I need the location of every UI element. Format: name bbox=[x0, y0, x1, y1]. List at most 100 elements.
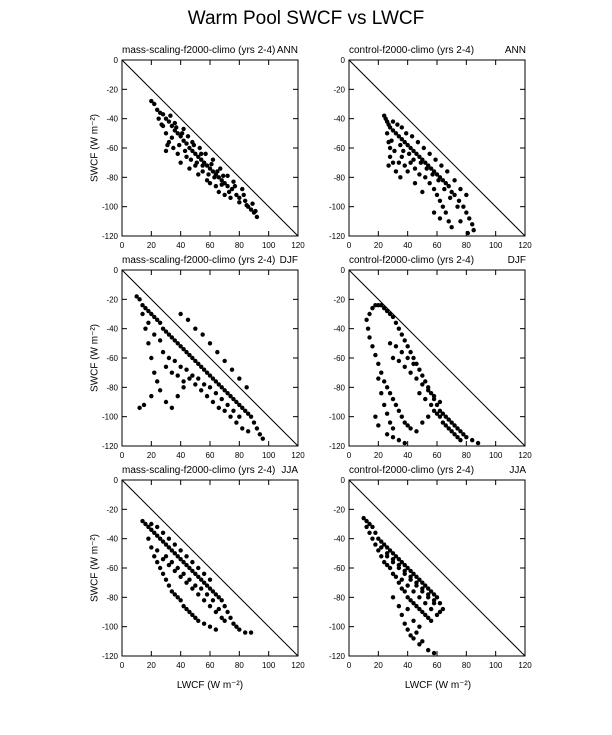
data-point bbox=[193, 358, 198, 364]
data-point bbox=[396, 408, 402, 413]
data-point bbox=[207, 603, 213, 609]
panel-season: JJA bbox=[509, 465, 526, 476]
data-point bbox=[146, 524, 151, 530]
data-point bbox=[411, 157, 416, 162]
x-tick-label: 60 bbox=[433, 661, 442, 670]
data-point bbox=[181, 379, 186, 384]
x-tick-label: 0 bbox=[347, 451, 352, 460]
data-point bbox=[402, 139, 407, 145]
data-point bbox=[163, 148, 169, 154]
x-tick-label: 80 bbox=[235, 661, 244, 670]
data-point bbox=[193, 583, 198, 588]
data-point bbox=[172, 592, 177, 597]
data-point bbox=[384, 432, 390, 437]
x-tick-label: 60 bbox=[433, 451, 442, 460]
data-point bbox=[199, 586, 204, 591]
data-point bbox=[169, 370, 175, 375]
data-point bbox=[248, 414, 254, 419]
data-point bbox=[470, 437, 475, 443]
data-point bbox=[201, 621, 207, 626]
data-point bbox=[408, 633, 413, 638]
data-point bbox=[178, 574, 183, 579]
data-point bbox=[182, 148, 188, 154]
data-point bbox=[367, 335, 372, 340]
data-point bbox=[420, 373, 425, 378]
y-tick-label: 0 bbox=[114, 266, 119, 275]
data-point bbox=[213, 379, 219, 384]
data-point bbox=[423, 601, 428, 606]
data-point bbox=[160, 539, 166, 544]
data-point bbox=[382, 379, 387, 384]
data-point bbox=[446, 417, 451, 422]
data-point bbox=[219, 385, 224, 390]
data-point bbox=[436, 178, 441, 183]
data-point bbox=[398, 142, 403, 148]
data-point bbox=[190, 568, 195, 574]
data-point bbox=[216, 382, 221, 387]
data-point bbox=[458, 186, 463, 192]
data-point bbox=[445, 169, 450, 174]
data-point bbox=[426, 615, 431, 621]
data-point bbox=[396, 358, 402, 364]
y-tick-label: -100 bbox=[102, 623, 119, 632]
data-point bbox=[427, 181, 432, 186]
data-point bbox=[204, 163, 210, 168]
data-point bbox=[423, 583, 428, 588]
data-point bbox=[140, 311, 145, 317]
data-point bbox=[442, 186, 447, 192]
data-point bbox=[185, 317, 191, 323]
data-point bbox=[190, 559, 195, 565]
y-tick-label: -20 bbox=[333, 85, 345, 94]
data-point bbox=[376, 536, 381, 541]
x-tick-label: 0 bbox=[120, 661, 125, 670]
data-point bbox=[155, 548, 160, 553]
data-point bbox=[437, 601, 443, 606]
data-point bbox=[207, 373, 213, 378]
data-point bbox=[169, 135, 175, 140]
data-point bbox=[149, 355, 154, 361]
data-point bbox=[210, 169, 216, 174]
data-point bbox=[405, 142, 410, 148]
data-point bbox=[414, 429, 419, 434]
data-point bbox=[370, 305, 375, 311]
data-point bbox=[446, 426, 451, 431]
data-point bbox=[207, 341, 213, 346]
y-tick-label: -100 bbox=[102, 413, 119, 422]
data-point bbox=[389, 138, 394, 143]
data-point bbox=[240, 405, 245, 411]
data-point bbox=[455, 204, 460, 209]
data-point bbox=[426, 414, 431, 419]
data-point bbox=[222, 358, 227, 364]
y-tick-label: 0 bbox=[341, 476, 346, 485]
data-point bbox=[452, 432, 457, 437]
x-axis-label: LWCF (W m⁻²) bbox=[176, 680, 244, 691]
data-point bbox=[149, 311, 154, 317]
data-point bbox=[181, 559, 186, 565]
data-point bbox=[178, 557, 183, 562]
data-point bbox=[464, 210, 469, 215]
data-point bbox=[364, 317, 369, 323]
y-tick-label: -40 bbox=[106, 535, 118, 544]
data-point bbox=[393, 169, 399, 174]
data-point bbox=[408, 568, 413, 574]
panel-title: mass-scaling-f2000-climo (yrs 2-4) bbox=[122, 465, 276, 476]
data-point bbox=[405, 565, 410, 571]
data-point bbox=[390, 595, 396, 600]
data-point bbox=[431, 650, 437, 656]
data-point bbox=[399, 612, 404, 618]
panel-title: control-f2000-climo (yrs 2-4) bbox=[349, 255, 475, 266]
data-point bbox=[387, 391, 393, 396]
data-point bbox=[181, 126, 186, 132]
data-point bbox=[373, 414, 378, 419]
data-point bbox=[402, 440, 407, 446]
data-point bbox=[194, 160, 199, 165]
data-point bbox=[172, 568, 177, 574]
data-point bbox=[431, 408, 437, 413]
data-point bbox=[175, 373, 180, 378]
data-point bbox=[399, 577, 404, 582]
data-point bbox=[203, 151, 208, 157]
data-point bbox=[411, 601, 416, 606]
x-tick-label: 20 bbox=[147, 241, 156, 250]
data-point bbox=[240, 186, 245, 192]
data-point bbox=[177, 142, 182, 148]
